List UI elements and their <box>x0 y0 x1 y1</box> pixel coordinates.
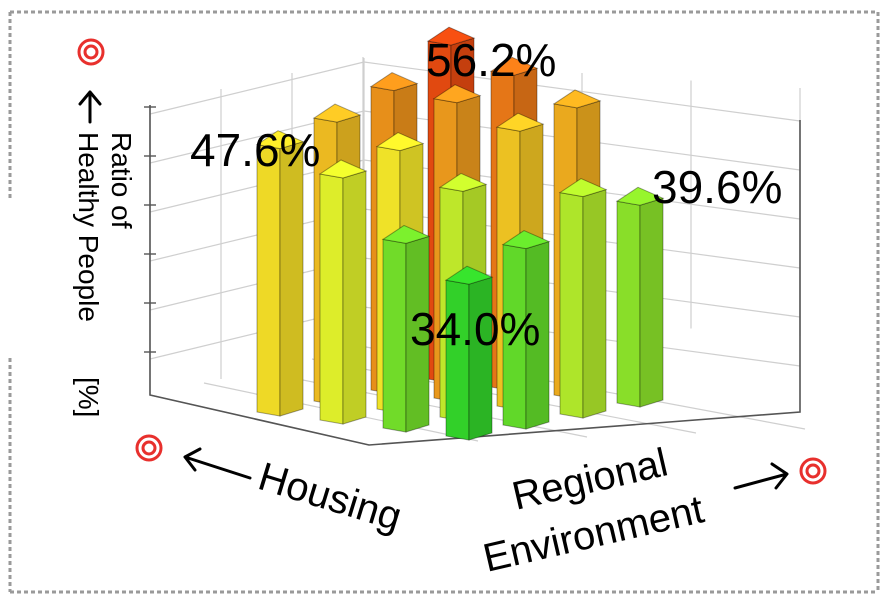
bar-r0-c2 <box>381 224 431 433</box>
grid-line-left <box>149 61 365 115</box>
x-axis-title: Housing <box>253 455 406 540</box>
bar-r0-c1 <box>318 159 368 425</box>
y-axis-title-line-2: Healthy People <box>73 132 104 322</box>
x-axis-arrow-icon <box>183 447 252 480</box>
value-label-39-6: 39.6% <box>652 161 782 213</box>
bar-r2-c3 <box>558 178 608 419</box>
y-axis-title-line-1: Ratio of <box>106 132 137 229</box>
axis-frame <box>149 105 801 446</box>
y-axis-title-line-3: [%] <box>73 377 104 417</box>
value-label-34-0: 34.0% <box>410 303 540 355</box>
y-axis-arrow-icon <box>78 90 102 124</box>
value-label-56-2: 56.2% <box>426 34 556 86</box>
y-axis-title: Ratio of Healthy People [%] <box>73 132 137 417</box>
bar-r0-c0 <box>255 130 305 417</box>
double-circle-icon-top <box>77 38 105 66</box>
dashed-frame <box>8 10 880 594</box>
bar-r1-c3 <box>501 230 551 430</box>
bars-layer <box>255 26 665 441</box>
double-circle-icon-right <box>799 457 827 485</box>
value-label-47-6: 47.6% <box>190 124 320 176</box>
bar-r0-c3 <box>444 265 494 441</box>
double-circle-icon-left <box>135 434 163 462</box>
z-axis-arrow-icon <box>733 462 789 490</box>
bar-r3-c3 <box>615 186 665 408</box>
